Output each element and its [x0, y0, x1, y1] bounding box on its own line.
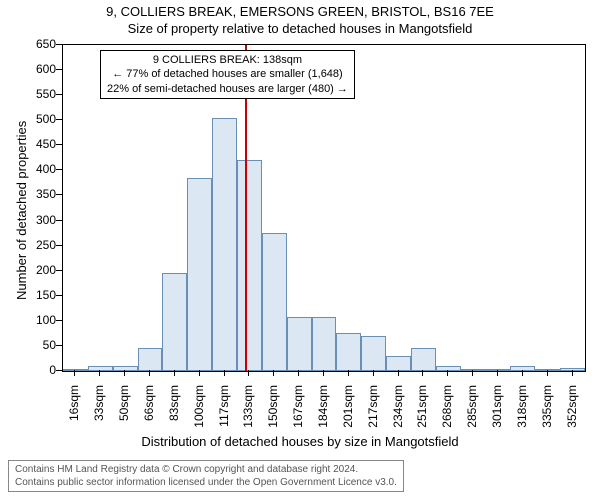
y-tick-mark: [56, 245, 62, 246]
histogram-bar: [312, 317, 337, 371]
x-tick-mark: [547, 370, 548, 376]
histogram-bar: [187, 178, 212, 371]
y-tick-mark: [56, 220, 62, 221]
x-tick-mark: [472, 370, 473, 376]
y-tick-label: 0: [26, 363, 56, 377]
y-tick-label: 550: [26, 87, 56, 101]
histogram-bar: [63, 369, 88, 372]
histogram-bar: [560, 368, 585, 371]
x-tick-mark: [348, 370, 349, 376]
y-tick-label: 200: [26, 263, 56, 277]
y-tick-mark: [56, 44, 62, 45]
x-tick-mark: [298, 370, 299, 376]
y-tick-mark: [56, 320, 62, 321]
x-tick-mark: [447, 370, 448, 376]
y-tick-label: 450: [26, 137, 56, 151]
histogram-bar: [212, 118, 237, 371]
x-tick-mark: [99, 370, 100, 376]
y-tick-label: 250: [26, 238, 56, 252]
x-tick-mark: [422, 370, 423, 376]
x-tick-mark: [398, 370, 399, 376]
histogram-bar: [535, 369, 560, 372]
y-tick-mark: [56, 194, 62, 195]
x-tick-mark: [248, 370, 249, 376]
y-tick-label: 350: [26, 187, 56, 201]
histogram-bar: [510, 366, 535, 371]
title-line-1: 9, COLLIERS BREAK, EMERSONS GREEN, BRIST…: [0, 4, 600, 21]
y-tick-label: 500: [26, 112, 56, 126]
histogram-bar: [411, 348, 436, 371]
footer-line-1: Contains HM Land Registry data © Crown c…: [15, 463, 397, 476]
y-tick-mark: [56, 69, 62, 70]
title-line-2: Size of property relative to detached ho…: [0, 21, 600, 38]
y-tick-label: 650: [26, 37, 56, 51]
y-tick-mark: [56, 345, 62, 346]
attribution-footer: Contains HM Land Registry data © Crown c…: [8, 460, 404, 492]
histogram-bar: [336, 333, 361, 371]
y-tick-mark: [56, 94, 62, 95]
x-tick-mark: [373, 370, 374, 376]
x-tick-mark: [149, 370, 150, 376]
y-tick-mark: [56, 144, 62, 145]
annotation-line: 9 COLLIERS BREAK: 138sqm: [107, 53, 348, 67]
x-tick-mark: [323, 370, 324, 376]
x-tick-mark: [572, 370, 573, 376]
x-tick-mark: [224, 370, 225, 376]
histogram-bar: [361, 336, 386, 371]
x-tick-mark: [199, 370, 200, 376]
x-tick-mark: [273, 370, 274, 376]
footer-line-2: Contains public sector information licen…: [15, 476, 397, 489]
histogram-bar: [262, 233, 287, 371]
annotation-line: ← 77% of detached houses are smaller (1,…: [107, 67, 348, 81]
y-tick-label: 400: [26, 162, 56, 176]
y-tick-label: 300: [26, 213, 56, 227]
y-tick-mark: [56, 370, 62, 371]
reference-annotation-box: 9 COLLIERS BREAK: 138sqm← 77% of detache…: [100, 50, 355, 99]
x-axis-label: Distribution of detached houses by size …: [0, 434, 600, 449]
histogram-bar: [138, 348, 163, 371]
y-tick-mark: [56, 169, 62, 170]
histogram-bar: [162, 273, 187, 371]
y-tick-label: 100: [26, 313, 56, 327]
x-tick-mark: [74, 370, 75, 376]
x-tick-mark: [522, 370, 523, 376]
chart-title: 9, COLLIERS BREAK, EMERSONS GREEN, BRIST…: [0, 4, 600, 38]
annotation-line: 22% of semi-detached houses are larger (…: [107, 82, 348, 96]
y-tick-label: 50: [26, 338, 56, 352]
histogram-bar: [287, 317, 312, 371]
x-tick-mark: [124, 370, 125, 376]
x-tick-mark: [174, 370, 175, 376]
histogram-bar: [237, 160, 262, 371]
histogram-bar: [386, 356, 411, 371]
chart-container: 9, COLLIERS BREAK, EMERSONS GREEN, BRIST…: [0, 0, 600, 500]
y-tick-label: 150: [26, 288, 56, 302]
x-tick-mark: [497, 370, 498, 376]
y-tick-mark: [56, 119, 62, 120]
y-tick-mark: [56, 270, 62, 271]
y-tick-label: 600: [26, 62, 56, 76]
y-tick-mark: [56, 295, 62, 296]
